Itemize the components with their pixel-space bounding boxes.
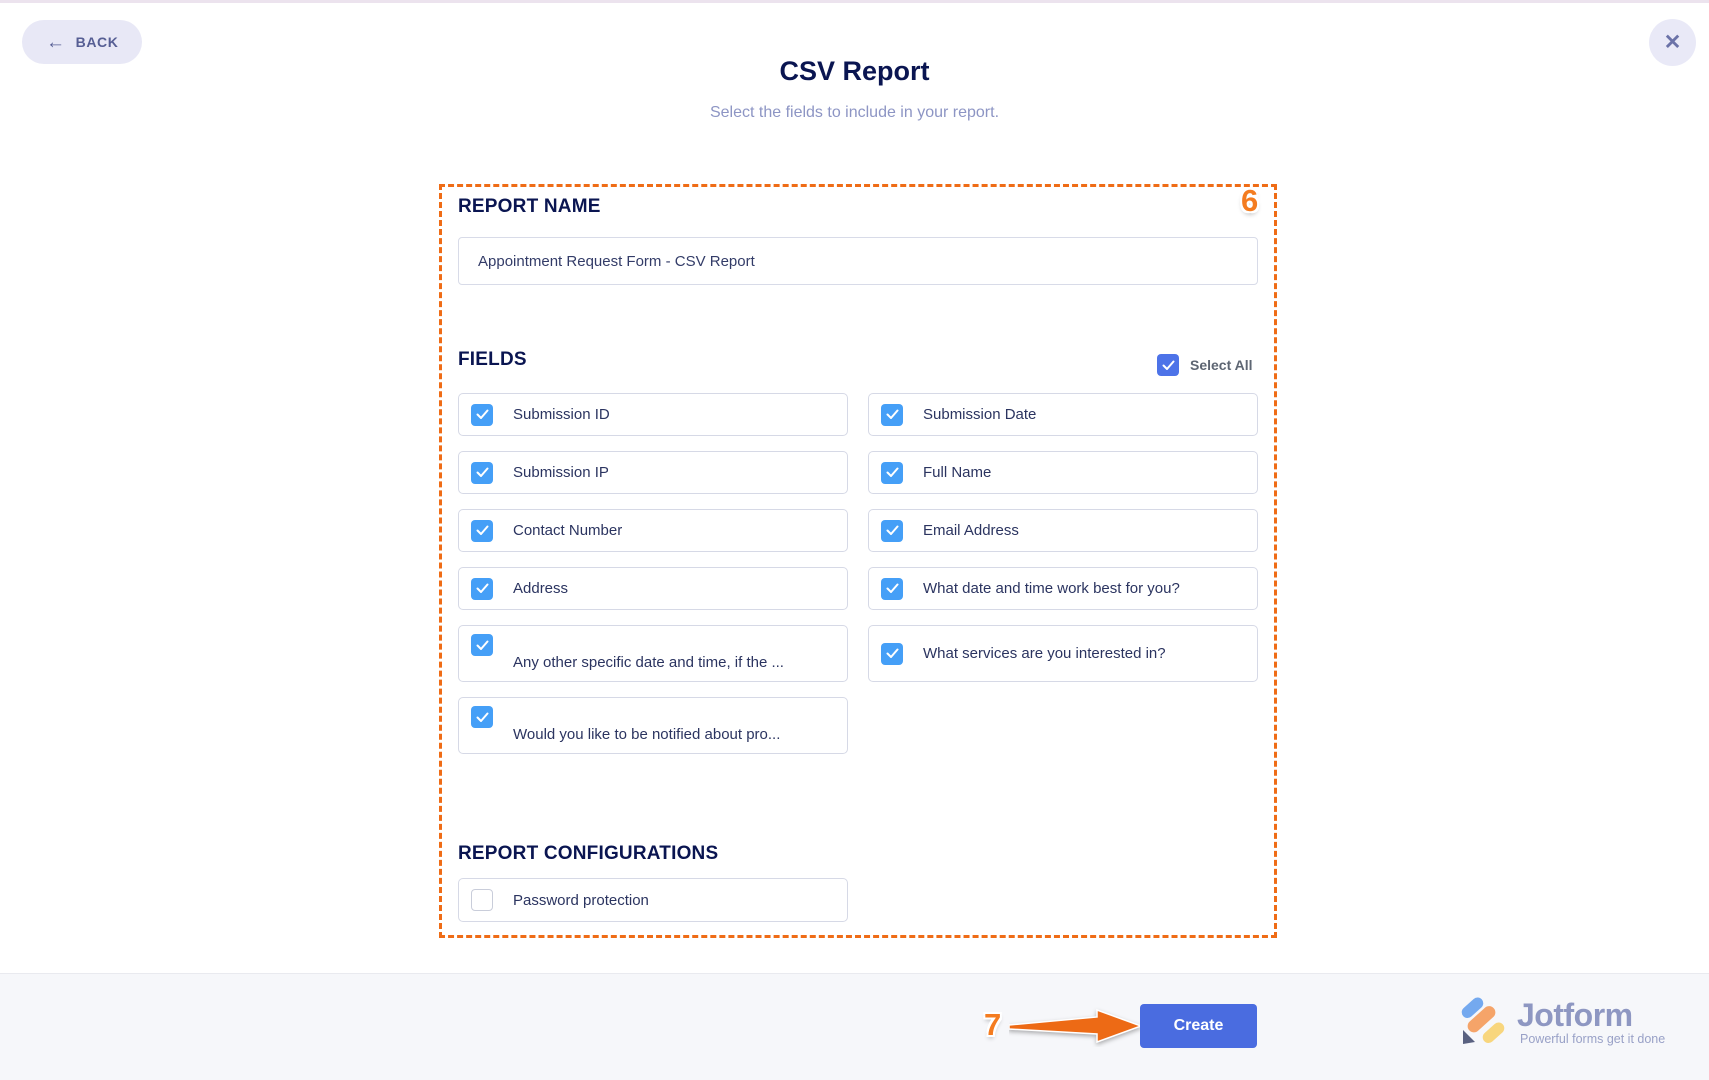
fields-heading: FIELDS xyxy=(458,349,527,370)
field-label: Submission IP xyxy=(513,464,609,481)
field-label: Contact Number xyxy=(513,522,623,539)
field-label: Address xyxy=(513,580,569,597)
field-label: Email Address xyxy=(923,522,1019,539)
password-protection-checkbox[interactable]: Password protection xyxy=(458,878,848,922)
report-name-input[interactable] xyxy=(458,237,1258,285)
checkbox-checked-icon xyxy=(471,461,493,484)
checkbox-checked-icon xyxy=(471,634,493,656)
jotform-logo-tagline: Powerful forms get it done xyxy=(1520,1032,1666,1046)
checkbox-checked-icon xyxy=(471,577,493,600)
field-checkbox-email-address[interactable]: Email Address xyxy=(868,509,1258,552)
jotform-logo-icon xyxy=(1460,993,1512,1052)
page-subtitle: Select the fields to include in your rep… xyxy=(709,104,1000,121)
checkbox-checked-icon xyxy=(881,461,903,484)
page-title: CSV Report xyxy=(779,56,930,86)
field-checkbox-submission-id[interactable]: Submission ID xyxy=(458,393,848,436)
field-label: Password protection xyxy=(513,891,649,909)
back-arrow-icon: ← xyxy=(46,31,66,53)
report-configurations-list: Password protection xyxy=(458,878,848,922)
field-checkbox-other-date-time[interactable]: Any other specific date and time, if the… xyxy=(458,625,848,682)
annotation-arrow-icon xyxy=(1008,1005,1144,1052)
field-label: Submission Date xyxy=(923,406,1037,423)
select-all-label: Select All xyxy=(1190,357,1253,373)
field-label: Full Name xyxy=(923,464,992,481)
top-page-edge xyxy=(0,0,1709,3)
field-checkbox-submission-ip[interactable]: Submission IP xyxy=(458,451,848,494)
create-button[interactable]: Create xyxy=(1140,1004,1257,1048)
report-name-heading: REPORT NAME xyxy=(458,196,601,217)
select-all-checkbox[interactable]: Select All xyxy=(1157,354,1253,376)
checkbox-checked-icon xyxy=(471,403,493,426)
checkbox-unchecked-icon xyxy=(471,889,493,911)
checkbox-checked-icon xyxy=(881,642,903,665)
annotation-step-7: 7 xyxy=(984,1007,1002,1042)
fields-grid: Submission ID Submission Date Submission… xyxy=(458,393,1258,754)
jotform-logo-text: Jotform xyxy=(1517,997,1633,1033)
checkbox-checked-icon xyxy=(1157,354,1179,376)
field-checkbox-services-interested[interactable]: What services are you interested in? xyxy=(868,625,1258,682)
annotation-step-6: 6 xyxy=(1241,183,1259,218)
jotform-logo: Jotform Powerful forms get it done xyxy=(1460,991,1680,1055)
field-checkbox-full-name[interactable]: Full Name xyxy=(868,451,1258,494)
checkbox-checked-icon xyxy=(881,577,903,600)
field-label: What date and time work best for you? xyxy=(923,580,1180,597)
field-checkbox-date-time-best[interactable]: What date and time work best for you? xyxy=(868,567,1258,610)
field-checkbox-submission-date[interactable]: Submission Date xyxy=(868,393,1258,436)
checkbox-checked-icon xyxy=(471,706,493,728)
field-checkbox-notified-promotions[interactable]: Would you like to be notified about pro.… xyxy=(458,697,848,754)
close-button[interactable]: ✕ xyxy=(1649,19,1696,66)
back-button-label: BACK xyxy=(75,34,119,50)
report-configurations-heading: REPORT CONFIGURATIONS xyxy=(458,843,719,864)
field-label: Any other specific date and time, if the… xyxy=(513,654,784,671)
checkbox-checked-icon xyxy=(881,403,903,426)
field-label: Would you like to be notified about pro.… xyxy=(513,726,781,743)
field-checkbox-address[interactable]: Address xyxy=(458,567,848,610)
field-label: What services are you interested in? xyxy=(923,645,1166,662)
checkbox-checked-icon xyxy=(471,519,493,542)
back-button[interactable]: ← BACK xyxy=(22,20,143,64)
field-checkbox-contact-number[interactable]: Contact Number xyxy=(458,509,848,552)
footer-bar xyxy=(0,973,1709,1080)
field-label: Submission ID xyxy=(513,406,610,423)
checkbox-checked-icon xyxy=(881,519,903,542)
close-icon: ✕ xyxy=(1663,31,1682,54)
